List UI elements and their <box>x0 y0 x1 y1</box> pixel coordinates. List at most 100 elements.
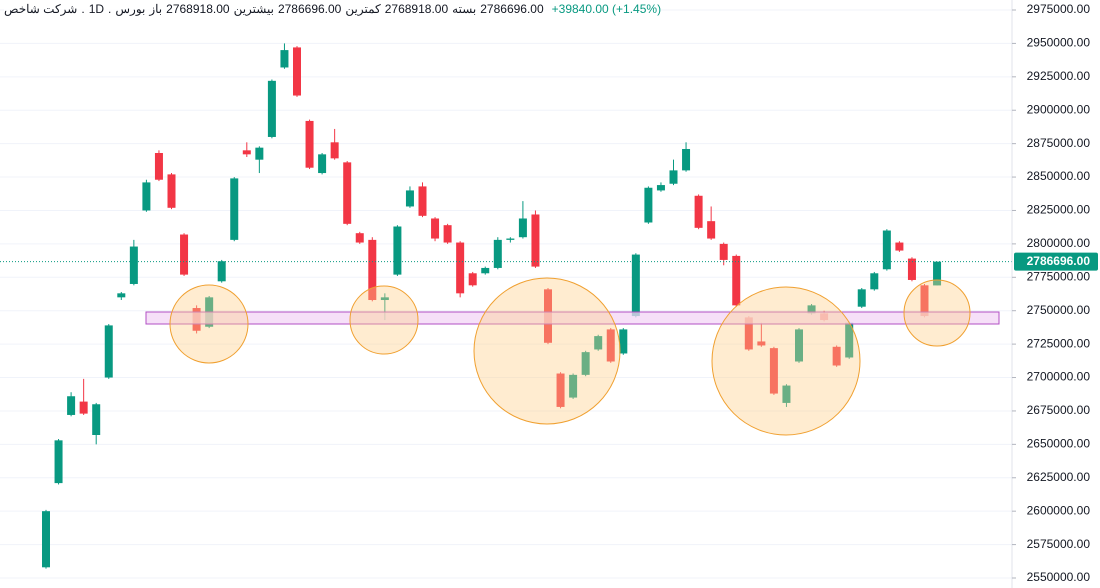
candle-body <box>832 346 841 366</box>
candle-body <box>343 162 352 224</box>
candle-body <box>230 178 239 240</box>
candle-body <box>242 150 251 155</box>
candle-body <box>882 230 891 270</box>
candle-body <box>656 185 665 191</box>
last-price-box <box>1014 252 1098 271</box>
ohlc-label: باز <box>149 2 163 16</box>
exchange: بورس <box>115 2 146 16</box>
y-tick-label: 2925000.00 <box>1027 69 1091 83</box>
candle-body <box>255 147 264 160</box>
y-tick-label: 2675000.00 <box>1027 403 1091 417</box>
candle-body <box>79 401 88 414</box>
candle-body <box>431 218 440 239</box>
y-tick-label: 2775000.00 <box>1027 269 1091 283</box>
candle-body <box>42 511 50 568</box>
candle-body <box>92 404 101 435</box>
candle-body <box>154 153 163 180</box>
candle-body <box>506 238 515 240</box>
y-tick-label: 2600000.00 <box>1027 503 1091 517</box>
separator: . <box>108 2 112 16</box>
candle-body <box>518 218 527 238</box>
candle-body <box>67 396 76 415</box>
ohlc-label: بیشترین <box>233 2 274 16</box>
grid <box>0 9 1012 579</box>
candle-body <box>845 322 854 358</box>
candle-body <box>418 186 427 216</box>
candle-body <box>443 225 452 243</box>
candle-body <box>305 120 314 168</box>
candle-body <box>870 273 879 290</box>
y-tick-label: 2550000.00 <box>1027 570 1091 584</box>
candle-body <box>393 226 402 275</box>
candles <box>0 43 1012 569</box>
candle-body <box>355 233 364 243</box>
candle-body <box>619 329 628 354</box>
candle-body <box>456 242 465 294</box>
candle-body <box>606 329 615 362</box>
candle-body <box>631 254 640 317</box>
candle-body <box>757 341 766 346</box>
highlight-circle <box>711 286 861 436</box>
candle-body <box>493 239 502 268</box>
candle-body <box>54 440 63 484</box>
candle-body <box>707 221 716 239</box>
y-tick-label: 2975000.00 <box>1027 2 1091 16</box>
candle-body <box>719 243 728 260</box>
y-tick-label: 2900000.00 <box>1027 102 1091 116</box>
candle-body <box>368 239 377 301</box>
candle-body <box>468 273 477 286</box>
candle-body <box>380 297 389 301</box>
candle-body <box>732 255 741 306</box>
candle-body <box>129 246 138 284</box>
candle-body <box>330 142 339 159</box>
candle-body <box>217 261 226 282</box>
candle-body <box>569 374 578 398</box>
support-band <box>145 311 1000 325</box>
ohlc-value: 2768918.00 <box>166 2 230 16</box>
y-tick-label: 2625000.00 <box>1027 470 1091 484</box>
candle-body <box>694 195 703 228</box>
candle-body <box>895 242 904 251</box>
candle-body <box>293 47 301 96</box>
candle-body <box>167 174 176 208</box>
y-axis: 2550000.00 2575000.00 2600000.00 2625000.00… <box>1012 2 1098 584</box>
candle-body <box>907 258 916 280</box>
candle-body <box>769 348 778 394</box>
ohlc-value: 2768918.00 <box>384 2 449 16</box>
y-tick-label: 2875000.00 <box>1027 136 1091 150</box>
candle-body <box>104 325 113 378</box>
candle-body <box>795 329 803 362</box>
legend-header: شرکت شاخص . 1D . بورس باز 2768918.00 بیش… <box>4 2 662 16</box>
candle-body <box>857 289 866 307</box>
candle-body <box>280 50 289 68</box>
candle-body <box>933 261 942 286</box>
separator: . <box>81 2 85 16</box>
candle-body <box>581 352 590 375</box>
candle-body <box>531 214 540 267</box>
highlight-circle <box>169 284 249 364</box>
y-tick-label: 2650000.00 <box>1027 437 1091 451</box>
last-price-label: 2786696.00 <box>1027 254 1091 268</box>
candle-body <box>682 148 691 171</box>
highlight-circle <box>903 279 971 347</box>
candle-body <box>669 170 678 184</box>
ohlc-value: 2786696.00 <box>480 2 544 16</box>
y-tick-label: 2700000.00 <box>1027 370 1091 384</box>
candle-body <box>807 305 816 314</box>
candle-body <box>644 187 653 223</box>
candle-body <box>267 80 276 137</box>
candle-body <box>920 285 929 317</box>
candle-body <box>318 154 327 174</box>
change: +39840.00 (+1.45%) <box>551 2 662 16</box>
candle-body <box>782 385 791 403</box>
annotations <box>145 277 1000 436</box>
candle-body <box>744 317 753 350</box>
y-tick-label: 2850000.00 <box>1027 169 1091 183</box>
interval: 1D <box>88 2 105 16</box>
y-tick-label: 2825000.00 <box>1027 203 1091 217</box>
highlight-circle <box>473 277 621 425</box>
symbol: شرکت شاخص <box>4 2 78 16</box>
candle-body <box>180 234 189 275</box>
